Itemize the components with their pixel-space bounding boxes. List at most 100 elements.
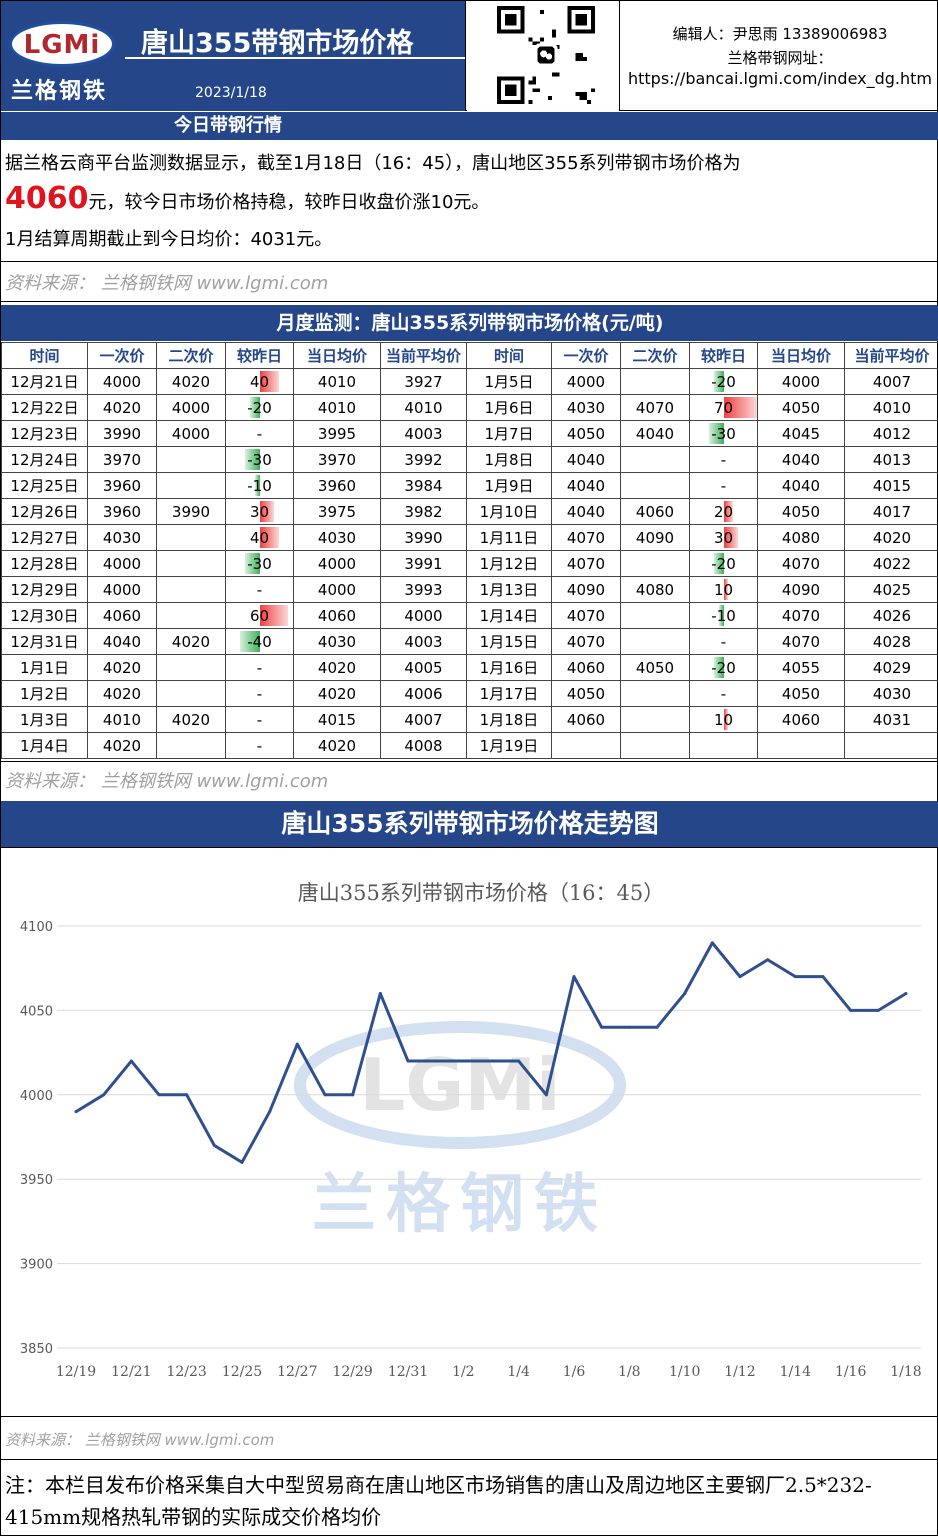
- watermark-cn-text: 兰格钢铁: [312, 1167, 608, 1242]
- change-cell: -10: [225, 472, 294, 499]
- running-average-cell: 4028: [844, 628, 938, 655]
- data-point: [461, 1059, 465, 1063]
- lgmi-logo: LGMi: [9, 21, 115, 67]
- change-cell: -30: [225, 446, 294, 473]
- daily-average-cell: 4030: [293, 628, 381, 655]
- daily-average-cell: 4055: [757, 654, 845, 681]
- first-price-cell: 4040: [551, 446, 621, 473]
- data-point: [129, 1059, 133, 1063]
- first-price-cell: 4030: [551, 394, 621, 421]
- decrease-bar: [713, 657, 724, 678]
- increase-bar: [723, 527, 738, 548]
- second-price-cell: [156, 680, 226, 707]
- daily-average-cell: 4080: [757, 524, 845, 551]
- x-tick-label: 12/25: [222, 1364, 262, 1380]
- running-average-cell: 4010: [844, 394, 938, 421]
- second-price-cell: 4040: [620, 420, 690, 447]
- data-point: [600, 1025, 604, 1029]
- data-point: [655, 1025, 659, 1029]
- first-price-cell: 3990: [87, 420, 157, 447]
- daily-average-cell: 4090: [757, 576, 845, 603]
- daily-average-cell: 4020: [293, 732, 381, 759]
- date-cell: 1月1日: [1, 654, 88, 681]
- change-cell: 20: [689, 498, 758, 525]
- second-price-cell: 4080: [620, 576, 690, 603]
- table-row: 12月29日 4000-4000 3993 1月13日 4090 4080 10 4090 40…: [1, 576, 938, 603]
- data-point: [766, 958, 770, 962]
- date-cell: 1月17日: [466, 680, 552, 707]
- x-tick-label: 12/29: [332, 1364, 372, 1380]
- first-price-cell: 4060: [551, 706, 621, 733]
- editor-contact: 编辑人：尹思雨 13389006983: [672, 25, 888, 43]
- first-price-cell: 4070: [551, 628, 621, 655]
- table-row: 12月27日 4030 40 4030 3990 1月11日 4070 4090 30 4080 4…: [1, 524, 938, 551]
- second-price-cell: [620, 550, 690, 577]
- daily-average-cell: 4000: [293, 550, 381, 577]
- data-point: [710, 941, 714, 945]
- today-summary-line3: 1月结算周期截止到今日均价：4031元。: [5, 229, 333, 250]
- increase-bar: [723, 397, 757, 418]
- change-cell: -40: [225, 628, 294, 655]
- decrease-bar: [245, 449, 260, 470]
- change-cell: -: [225, 680, 294, 707]
- data-point: [434, 1059, 438, 1063]
- date-cell: 1月18日: [466, 706, 552, 733]
- first-price-cell: 4020: [87, 394, 157, 421]
- daily-average-cell: 4045: [757, 420, 845, 447]
- increase-bar: [723, 579, 729, 600]
- running-average-cell: 4003: [380, 628, 467, 655]
- data-point: [904, 992, 908, 996]
- date-cell: 1月14日: [466, 602, 552, 629]
- date-cell: 12月21日: [1, 368, 88, 395]
- chart-series: [74, 941, 908, 1164]
- x-tick-label: 1/8: [618, 1364, 641, 1380]
- running-average-cell: 3990: [380, 524, 467, 551]
- table-row: 1月3日 4010 4020-4015 4007 1月18日 4060 10 4060 4031: [1, 706, 938, 733]
- data-point: [876, 1008, 880, 1012]
- x-tick-label: 1/16: [835, 1364, 867, 1380]
- second-price-cell: [620, 732, 690, 759]
- second-price-cell: 4020: [156, 628, 226, 655]
- second-price-cell: [156, 550, 226, 577]
- daily-average-cell: 4010: [293, 394, 381, 421]
- x-tick-label: 12/19: [56, 1364, 96, 1380]
- running-average-cell: 4000: [380, 602, 467, 629]
- column-header: 二次价: [620, 342, 690, 369]
- date-cell: 1月9日: [466, 472, 552, 499]
- first-price-cell: 4040: [551, 498, 621, 525]
- qr-code-icon[interactable]: [497, 5, 595, 105]
- x-tick-label: 1/18: [890, 1364, 921, 1380]
- daily-average-cell: 4015: [293, 706, 381, 733]
- x-tick-label: 1/4: [507, 1364, 530, 1380]
- first-price-cell: 4020: [87, 732, 157, 759]
- first-price-cell: 4090: [551, 576, 621, 603]
- decrease-bar: [254, 475, 260, 496]
- running-average-cell: 4031: [844, 706, 938, 733]
- daily-average-cell: 4070: [757, 628, 845, 655]
- today-summary-line1: 据兰格云商平台监测数据显示，截至1月18日（16：45），唐山地区355系列带钢…: [5, 153, 741, 174]
- second-price-cell: [156, 654, 226, 681]
- first-price-cell: 4000: [87, 368, 157, 395]
- date-cell: 12月26日: [1, 498, 88, 525]
- table-body: 12月21日 4000 4020 40 4010 3927 1月5日 4000 -20 4000 4…: [1, 368, 938, 759]
- site-url-link[interactable]: https://bancai.lgmi.com/index_dg.htm: [627, 69, 933, 88]
- table-row: 12月30日 4060 60 4060 4000 1月14日 4070 -10 4070 4026: [1, 602, 938, 629]
- second-price-cell: [620, 706, 690, 733]
- change-cell: 10: [689, 706, 758, 733]
- date-cell: 12月22日: [1, 394, 88, 421]
- data-point: [212, 1143, 216, 1147]
- y-tick-label: 4000: [20, 1089, 53, 1104]
- decrease-bar: [245, 553, 260, 574]
- page-title: 唐山355带钢市场价格: [141, 28, 414, 59]
- first-price-cell: 3960: [87, 498, 157, 525]
- date-cell: 1月2日: [1, 680, 88, 707]
- column-header: 二次价: [156, 342, 226, 369]
- daily-average-cell: 4020: [293, 680, 381, 707]
- date-cell: 12月24日: [1, 446, 88, 473]
- running-average-cell: 4025: [844, 576, 938, 603]
- today-heading: 今日带钢行情: [174, 115, 282, 136]
- x-tick-label: 1/14: [780, 1364, 812, 1380]
- monthly-heading: 月度监测：唐山355系列带钢市场价格(元/吨): [1, 305, 938, 341]
- x-tick-label: 1/12: [724, 1364, 755, 1380]
- column-header: 当前平均价: [844, 342, 938, 369]
